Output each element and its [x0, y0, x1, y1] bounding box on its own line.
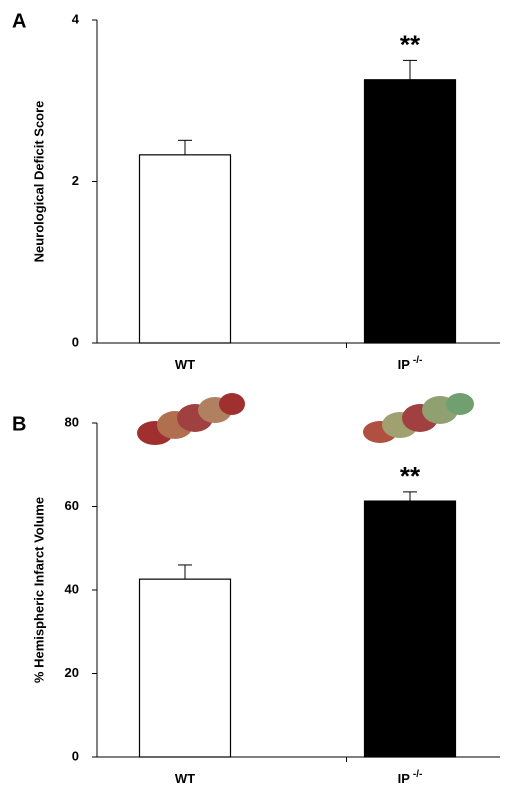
y-axis-label: Neurological Deficit Score	[31, 101, 46, 263]
category: WT	[175, 357, 195, 372]
y-tick-label: 4	[72, 11, 80, 26]
bar	[365, 80, 456, 343]
y-tick-label: 40	[65, 581, 79, 596]
bar	[140, 155, 231, 343]
y-tick-label: 0	[72, 748, 79, 763]
y-tick-label: 0	[72, 334, 79, 349]
bar	[365, 501, 456, 757]
y-axis-label: % Hemispheric Infarct Volume	[31, 497, 46, 683]
annotation: **	[400, 29, 421, 59]
x-tick-label: WT	[175, 357, 195, 372]
x-tick-label: IP-/-	[398, 355, 423, 373]
y-tick-label: 2	[72, 173, 79, 188]
x-tick-label: WT	[175, 771, 195, 786]
panel-label: B	[12, 413, 26, 435]
bar	[140, 579, 231, 757]
figure: ANeurological Deficit Score024WT**IP-/-B…	[0, 0, 514, 794]
x-tick-label: IP-/-	[398, 769, 423, 787]
category-superscript: -/-	[413, 355, 422, 366]
annotation: **	[400, 461, 421, 491]
y-tick-label: 20	[65, 665, 79, 680]
brain-slices	[137, 393, 474, 445]
category-superscript: -/-	[413, 769, 422, 780]
category: WT	[175, 771, 195, 786]
y-tick-label: 80	[65, 414, 79, 429]
category: IP	[398, 771, 411, 786]
y-tick-label: 60	[65, 498, 79, 513]
category: IP	[398, 357, 411, 372]
panel-label: A	[12, 10, 26, 32]
